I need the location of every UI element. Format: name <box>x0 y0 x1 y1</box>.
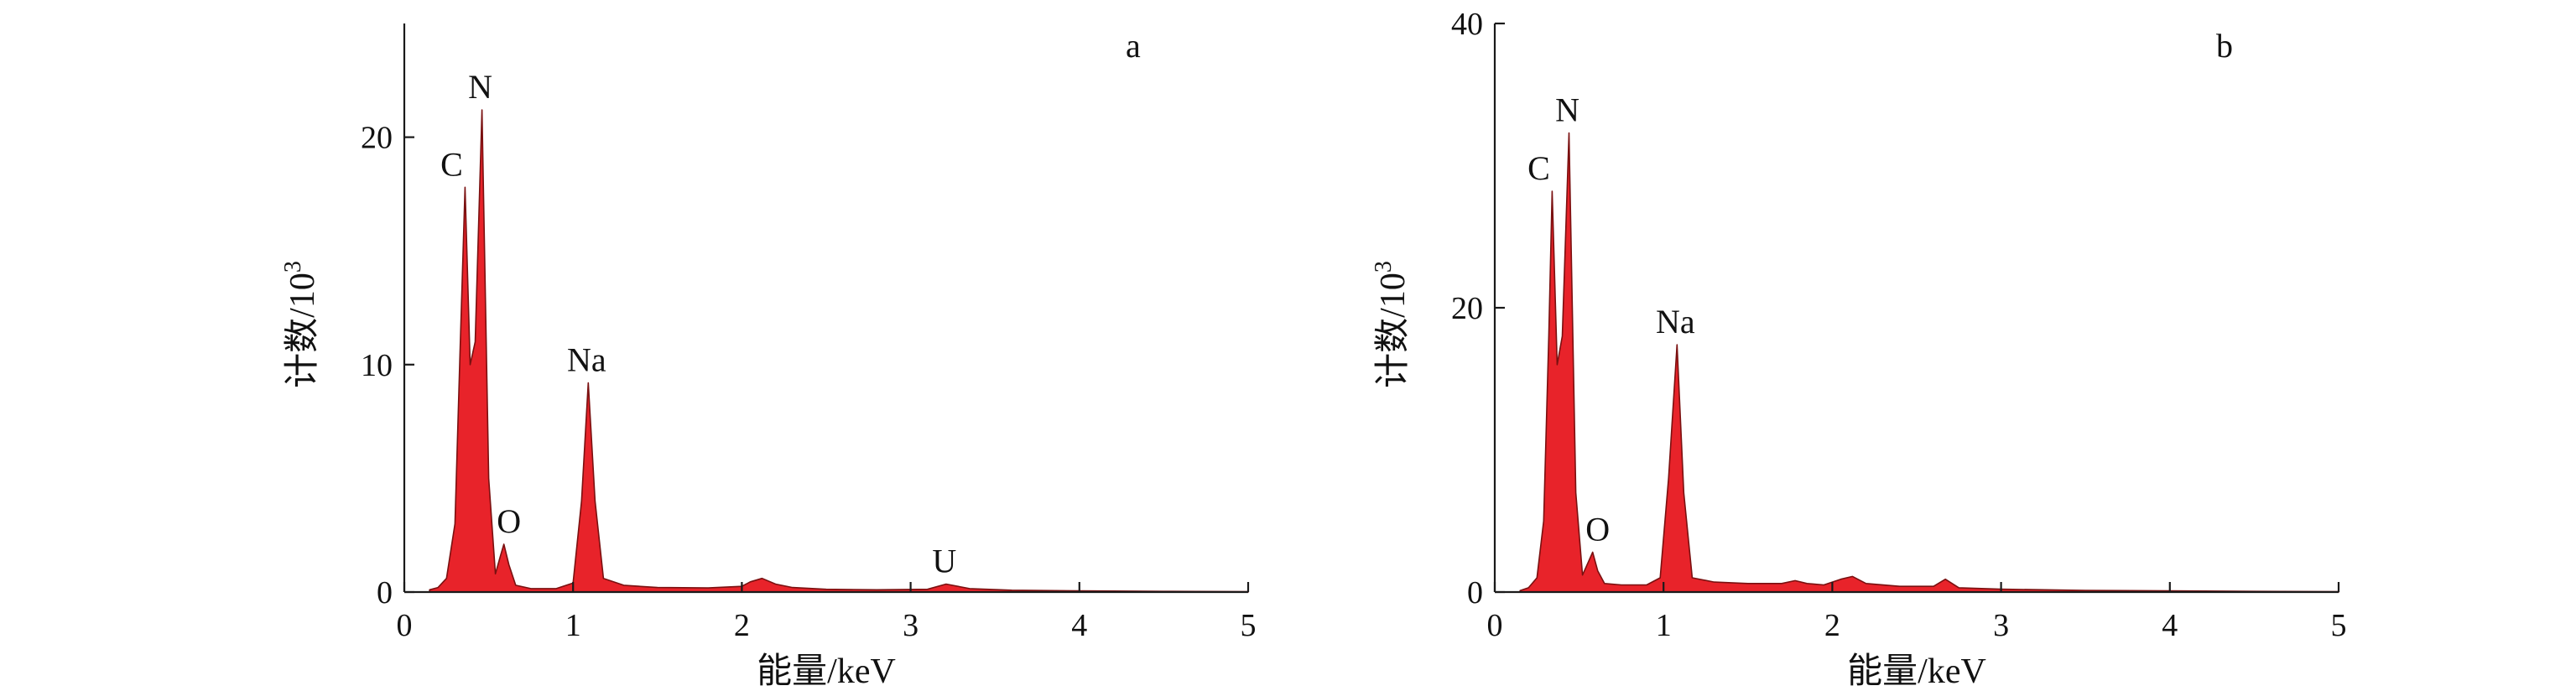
peak-label: C <box>1527 149 1550 187</box>
peak-label: Na <box>567 340 606 378</box>
y-axis-label-superscript: 3 <box>280 261 306 273</box>
spectrum-area <box>1519 132 2339 593</box>
x-tick-label: 4 <box>1071 608 1087 643</box>
x-tick-label: 1 <box>565 608 581 643</box>
y-axis-label-superscript: 3 <box>1371 261 1397 273</box>
x-tick-label: 5 <box>1241 608 1257 643</box>
y-axis-label: 计数/103 <box>1371 261 1413 388</box>
peak-label: U <box>932 543 956 580</box>
y-axis-label: 计数/103 <box>280 261 322 388</box>
y-tick-label: 0 <box>1467 575 1483 610</box>
y-tick-label: 40 <box>1451 7 1483 42</box>
x-tick-label: 0 <box>397 608 413 643</box>
x-tick-label: 2 <box>1824 608 1840 643</box>
x-tick-label: 1 <box>1656 608 1672 643</box>
y-tick-label: 0 <box>377 575 393 610</box>
peak-label: N <box>1555 91 1579 129</box>
x-tick-label: 0 <box>1487 608 1503 643</box>
panel-label: a <box>1126 27 1141 65</box>
y-axis-label-main: 计数/10 <box>1374 273 1413 388</box>
x-tick-label: 5 <box>2331 608 2347 643</box>
x-tick-label: 4 <box>2162 608 2178 643</box>
peak-label: C <box>440 145 463 183</box>
x-tick-label: 3 <box>903 608 919 643</box>
spectrum-area <box>429 109 1249 593</box>
x-axis-label: 能量/keV <box>1847 652 1986 691</box>
x-tick-label: 3 <box>1993 608 2009 643</box>
peak-label: O <box>497 502 521 540</box>
peak-label: O <box>1585 511 1610 548</box>
y-axis-label-main: 计数/10 <box>284 273 322 388</box>
peak-label: N <box>468 68 492 106</box>
y-tick-label: 20 <box>361 121 393 156</box>
y-tick-label: 20 <box>1451 291 1483 326</box>
x-axis-label: 能量/keV <box>757 652 896 691</box>
y-tick-label: 10 <box>361 348 393 383</box>
peak-label: Na <box>1656 303 1695 340</box>
panel-label: b <box>2216 27 2233 65</box>
x-tick-label: 2 <box>734 608 750 643</box>
